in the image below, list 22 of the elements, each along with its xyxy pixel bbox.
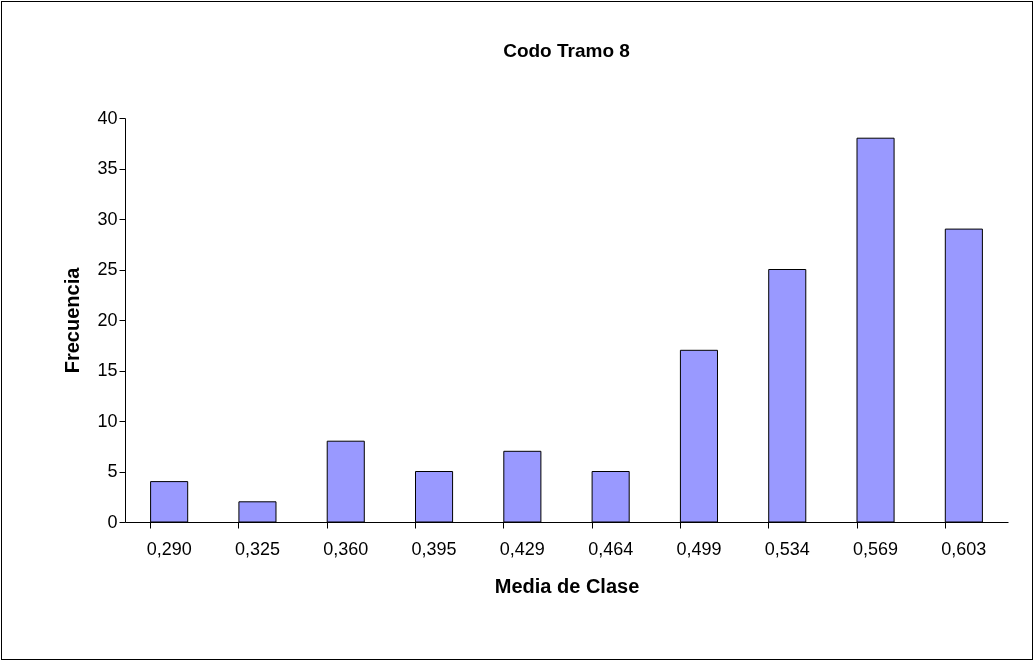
y-tick-label: 15 <box>97 360 118 380</box>
x-tick-label: 0,325 <box>234 538 280 559</box>
y-tick-label: 25 <box>97 259 118 279</box>
x-tick-label: 0,464 <box>588 538 634 559</box>
x-axis-title: Media de Clase <box>494 574 640 597</box>
y-tick-label: 10 <box>97 410 118 431</box>
x-tick-label: 0,429 <box>499 538 545 559</box>
x-tick-label: 0,395 <box>411 538 457 559</box>
y-tick-label: 35 <box>97 158 118 178</box>
x-tick-label: 0,360 <box>323 538 369 559</box>
y-tick-label: 20 <box>97 309 118 330</box>
x-tick-label: 0,499 <box>676 538 722 559</box>
y-tick-label: 40 <box>97 107 118 128</box>
x-tick-label: 0,534 <box>764 538 810 559</box>
y-tick-label: 0 <box>107 511 118 532</box>
x-tick-label: 0,290 <box>146 538 192 559</box>
y-tick-label: 30 <box>97 208 118 229</box>
y-axis-title: Frecuencia <box>61 266 84 374</box>
x-tick-label: 0,569 <box>853 538 899 559</box>
y-tick-label: 5 <box>107 461 118 481</box>
x-tick-label: 0,603 <box>941 538 987 559</box>
chart-title: Codo Tramo 8 <box>503 40 630 61</box>
